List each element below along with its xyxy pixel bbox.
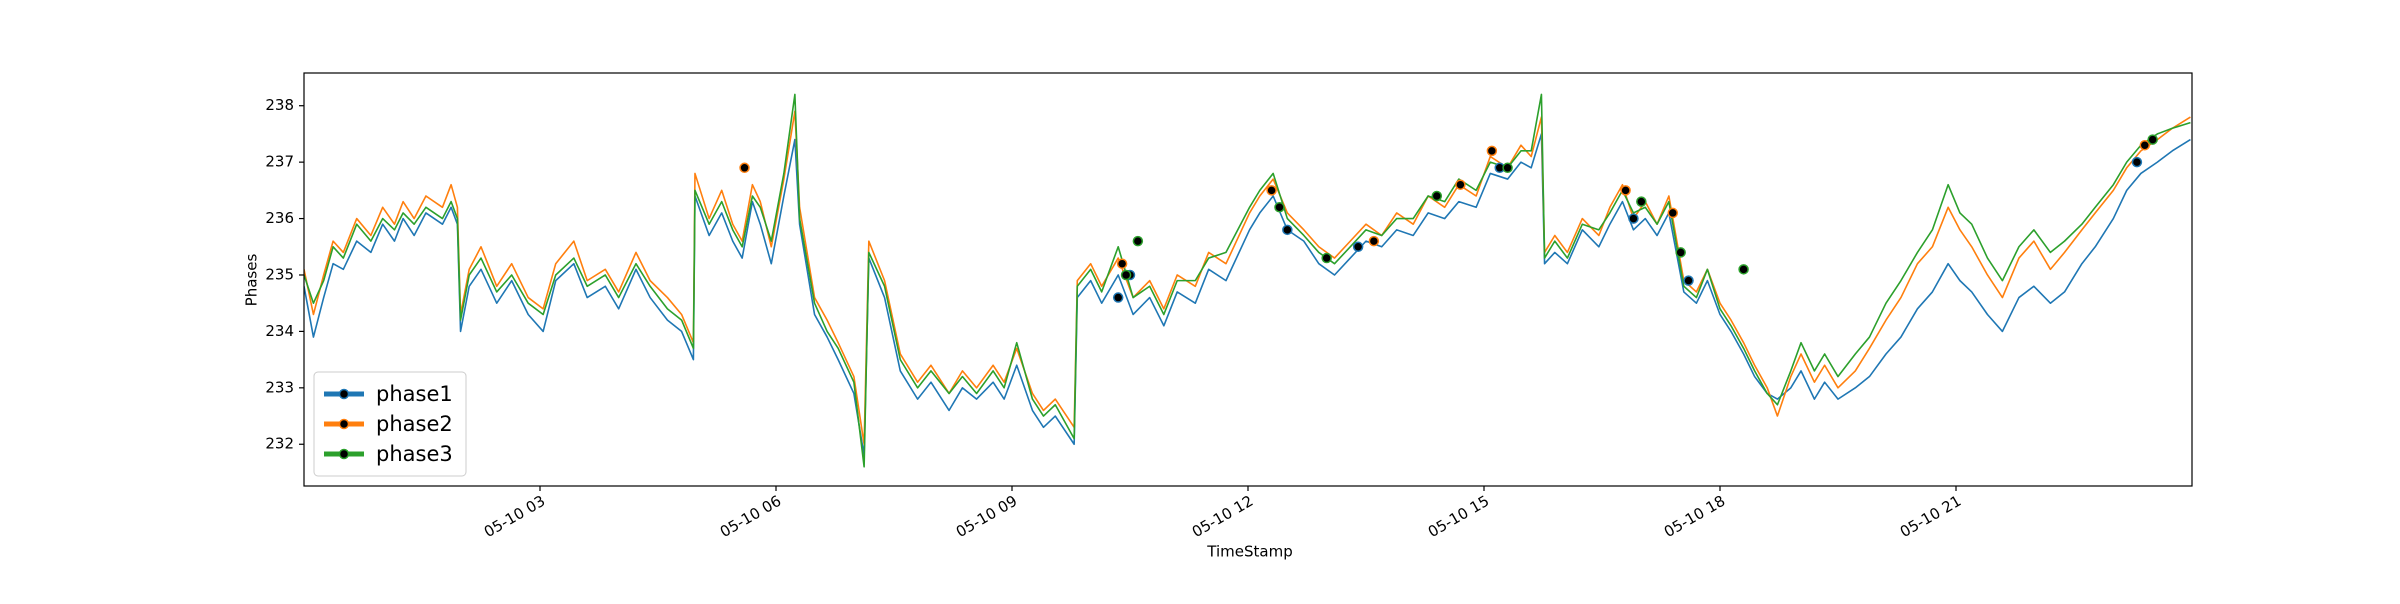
plot-frame bbox=[303, 72, 2193, 487]
marker-point bbox=[1628, 213, 1639, 224]
marker-point bbox=[1368, 235, 1380, 247]
marker-point bbox=[1620, 185, 1631, 196]
legend-label: phase3 bbox=[376, 442, 453, 466]
marker-point bbox=[1675, 247, 1686, 258]
y-tick-label: 238 bbox=[265, 96, 294, 114]
marker-point bbox=[1636, 196, 1647, 207]
marker-point bbox=[1486, 145, 1498, 157]
marker-point bbox=[1321, 252, 1332, 264]
legend-label: phase2 bbox=[376, 412, 453, 436]
x-axis-label: TimeStamp bbox=[1206, 543, 1292, 561]
marker-point bbox=[2147, 134, 2158, 145]
marker-point bbox=[1502, 162, 1513, 174]
legend-marker bbox=[338, 388, 350, 400]
marker-point bbox=[1352, 241, 1364, 253]
marker-point bbox=[1667, 207, 1679, 219]
marker-point bbox=[1683, 275, 1694, 286]
y-tick-label: 232 bbox=[265, 435, 294, 453]
legend-marker bbox=[338, 448, 350, 460]
marker-point bbox=[2139, 139, 2151, 151]
marker-point bbox=[1112, 292, 1124, 303]
y-tick-label: 234 bbox=[265, 322, 294, 340]
marker-point bbox=[1116, 258, 1128, 269]
marker-point bbox=[1282, 224, 1293, 236]
marker-point bbox=[2131, 156, 2143, 168]
series-line bbox=[304, 93, 2191, 468]
y-tick-label: 235 bbox=[265, 265, 294, 283]
marker-point bbox=[1266, 185, 1277, 196]
marker-point bbox=[1120, 269, 1132, 281]
series-line bbox=[304, 133, 2191, 457]
marker-point bbox=[739, 162, 750, 174]
y-tick-label: 236 bbox=[265, 209, 294, 227]
y-tick-label: 233 bbox=[265, 378, 294, 396]
marker-point bbox=[1455, 179, 1466, 190]
series-line bbox=[304, 110, 2191, 446]
y-tick-label: 237 bbox=[265, 153, 294, 171]
marker-point bbox=[1431, 190, 1443, 202]
legend-box bbox=[313, 371, 467, 477]
marker-point bbox=[1274, 202, 1285, 213]
legend-label: phase1 bbox=[376, 382, 453, 406]
marker-point bbox=[1738, 264, 1749, 275]
marker-point bbox=[1132, 235, 1144, 247]
y-axis-label: Phases bbox=[243, 254, 261, 307]
legend-marker bbox=[338, 418, 350, 430]
plot-area bbox=[304, 93, 2191, 468]
